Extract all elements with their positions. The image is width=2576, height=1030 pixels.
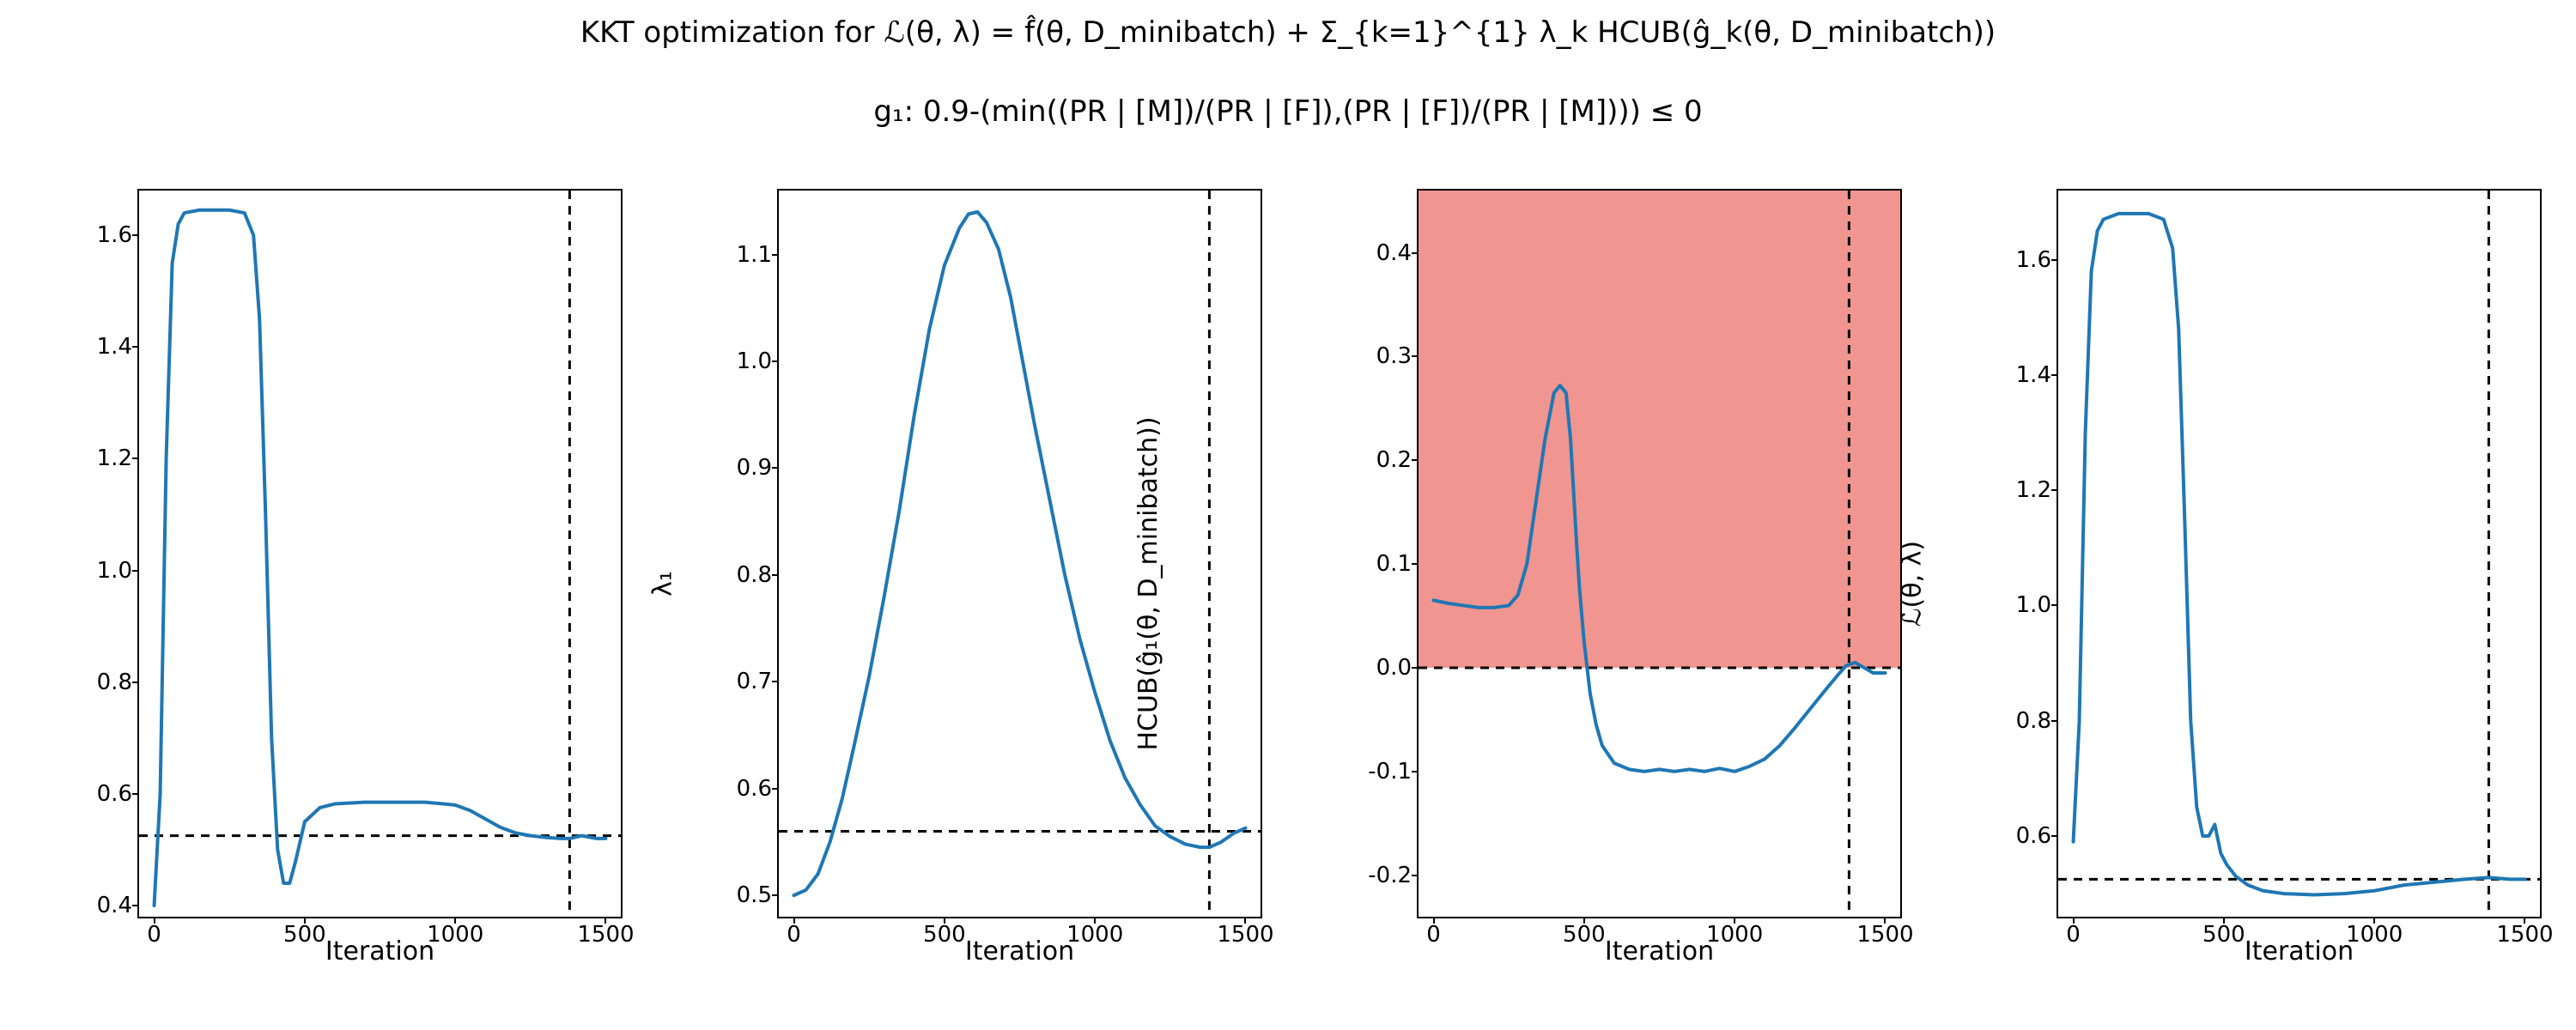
- plot-area-lagrangian: Iteration0.60.81.01.21.41.6050010001500: [2057, 189, 2542, 918]
- ytick-mark: [132, 682, 139, 683]
- plot-svg-loss: [139, 191, 621, 917]
- ytick-label: 0.1: [1376, 551, 1412, 577]
- plot-svg-hcub: [1419, 191, 1900, 917]
- ytick-mark: [132, 234, 139, 236]
- ytick-mark: [2051, 720, 2058, 722]
- ylabel-lambda: λ₁: [648, 571, 678, 597]
- subtitle-text: g₁: 0.9-(min((PR | [M])/(PR | [F]),(PR |…: [873, 94, 1702, 129]
- ytick-mark: [1412, 667, 1419, 669]
- ytick-label: 0.4: [1376, 240, 1412, 266]
- ytick-mark: [2051, 374, 2058, 376]
- xtick-label: 1000: [2346, 922, 2403, 948]
- ytick-label: 1.2: [2016, 477, 2051, 503]
- ytick-label: 0.6: [97, 781, 132, 807]
- plot-area-loss: Iteration0.40.60.81.01.21.41.60500100015…: [137, 189, 623, 918]
- xtick-label: 500: [283, 922, 326, 948]
- ytick-mark: [772, 467, 779, 469]
- ytick-mark: [772, 254, 779, 256]
- ytick-mark: [1412, 875, 1419, 876]
- ytick-mark: [132, 793, 139, 795]
- ytick-mark: [1412, 252, 1419, 254]
- xtick-label: 500: [923, 922, 966, 948]
- ytick-mark: [2051, 835, 2058, 837]
- ytick-label: 1.0: [2016, 592, 2051, 618]
- ytick-mark: [2051, 259, 2058, 261]
- plot-area-lambda: Iteration0.50.60.70.80.91.01.10500100015…: [777, 189, 1262, 918]
- ytick-mark: [772, 574, 779, 576]
- ytick-label: 1.4: [97, 334, 132, 360]
- ytick-mark: [132, 346, 139, 348]
- ytick-label: 0.8: [97, 670, 132, 695]
- ytick-label: 1.0: [737, 348, 772, 374]
- ytick-label: 0.0: [1376, 655, 1412, 681]
- ytick-mark: [772, 788, 779, 790]
- ylabel-hcub: HCUB(ĝ₁(θ, D_minibatch)): [1133, 416, 1163, 750]
- series-line: [2074, 214, 2525, 895]
- xtick-label: 1500: [577, 922, 634, 948]
- series-line: [794, 212, 1246, 895]
- ytick-label: 0.5: [737, 882, 772, 908]
- ytick-mark: [1412, 771, 1419, 772]
- xtick-label: 1000: [1706, 922, 1763, 948]
- panel-lambda: λ₁Iteration0.50.60.70.80.91.01.105001000…: [691, 189, 1262, 978]
- xtick-label: 1000: [1066, 922, 1123, 948]
- xtick-label: 0: [147, 922, 161, 948]
- ytick-label: 0.8: [737, 562, 772, 588]
- panel-lagrangian: ℒ(θ, λ)Iteration0.60.81.01.21.41.6050010…: [1971, 189, 2542, 978]
- panel-loss: f̂(θ, D_minibatch): log lossIteration0.4…: [52, 189, 623, 978]
- ytick-label: 0.7: [737, 669, 772, 694]
- suptitle: KKT optimization for ℒ(θ, λ) = f̂(θ, D_m…: [0, 15, 2576, 50]
- ytick-mark: [132, 905, 139, 906]
- series-line: [155, 210, 606, 906]
- ytick-label: 0.6: [2016, 823, 2051, 849]
- ytick-mark: [1412, 459, 1419, 461]
- ytick-mark: [2051, 604, 2058, 606]
- xtick-label: 1000: [427, 922, 483, 948]
- ytick-label: 0.2: [1376, 447, 1412, 473]
- subtitle: g₁: 0.9-(min((PR | [M])/(PR | [F]),(PR |…: [0, 94, 2576, 129]
- panel-hcub: HCUB(ĝ₁(θ, D_minibatch))Iteration-0.2-0.…: [1331, 189, 1902, 978]
- ytick-mark: [132, 570, 139, 572]
- ytick-label: -0.2: [1368, 863, 1412, 888]
- ytick-label: 0.9: [737, 455, 772, 481]
- ytick-mark: [1412, 563, 1419, 565]
- plot-svg-lambda: [779, 191, 1261, 917]
- xtick-label: 0: [1426, 922, 1441, 948]
- xlabel-lagrangian: Iteration: [2058, 936, 2540, 966]
- plot-svg-lagrangian: [2058, 191, 2540, 917]
- xlabel-lambda: Iteration: [779, 936, 1261, 966]
- ytick-mark: [132, 457, 139, 459]
- ytick-label: 1.6: [2016, 247, 2051, 273]
- xtick-label: 500: [1563, 922, 1606, 948]
- xtick-label: 1500: [2496, 922, 2553, 948]
- ytick-label: 1.2: [97, 445, 132, 471]
- ytick-label: 1.1: [737, 242, 772, 268]
- plot-area-hcub: Iteration-0.2-0.10.00.10.20.30.405001000…: [1417, 189, 1902, 918]
- infeasible-region: [1419, 191, 1900, 668]
- ytick-label: 0.8: [2016, 708, 2051, 734]
- ytick-mark: [2051, 489, 2058, 491]
- panel-row: f̂(θ, D_minibatch): log lossIteration0.4…: [52, 189, 2542, 978]
- ytick-mark: [772, 681, 779, 682]
- xtick-label: 0: [2066, 922, 2081, 948]
- xtick-label: 1500: [1217, 922, 1273, 948]
- xtick-label: 1500: [1856, 922, 1913, 948]
- xlabel-hcub: Iteration: [1419, 936, 1900, 966]
- ytick-label: 0.3: [1376, 343, 1412, 369]
- ytick-mark: [772, 894, 779, 896]
- ytick-label: 1.6: [97, 222, 132, 248]
- xtick-label: 0: [787, 922, 801, 948]
- ytick-mark: [1412, 355, 1419, 357]
- ytick-label: 1.4: [2016, 362, 2051, 388]
- ytick-mark: [772, 360, 779, 362]
- xlabel-loss: Iteration: [139, 936, 621, 966]
- ytick-label: 0.6: [737, 776, 772, 802]
- xtick-label: 500: [2202, 922, 2245, 948]
- suptitle-text: KKT optimization for ℒ(θ, λ) = f̂(θ, D_m…: [580, 15, 1996, 50]
- figure: KKT optimization for ℒ(θ, λ) = f̂(θ, D_m…: [0, 0, 2576, 1030]
- ytick-label: 0.4: [97, 893, 132, 918]
- ylabel-lagrangian: ℒ(θ, λ): [1897, 541, 1927, 627]
- ytick-label: 1.0: [97, 558, 132, 584]
- ytick-label: -0.1: [1368, 759, 1412, 785]
